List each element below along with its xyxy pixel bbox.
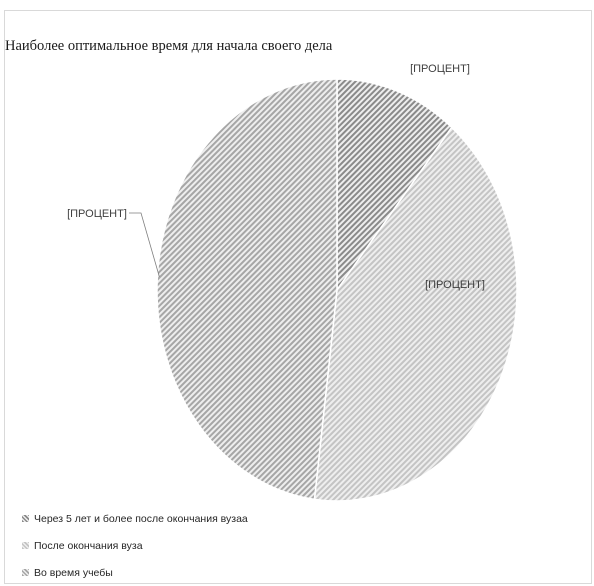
pie-slice	[156, 78, 338, 501]
legend-label: Во время учебы	[34, 566, 113, 579]
legend-label: Через 5 лет и более после окончания вуза…	[34, 512, 248, 525]
pie-slice	[313, 126, 518, 502]
chart-legend: Через 5 лет и более после окончания вуза…	[22, 505, 248, 586]
data-label: [ПРОЦЕНТ]	[410, 63, 470, 75]
legend-swatch	[22, 515, 29, 522]
legend-item: Во время учебы	[22, 559, 248, 586]
data-label: [ПРОЦЕНТ]	[67, 208, 127, 220]
pie-slice	[336, 78, 453, 293]
legend-item: Через 5 лет и более после окончания вуза…	[22, 505, 248, 532]
leader-line	[129, 212, 160, 277]
legend-swatch	[22, 569, 29, 576]
chart-title: Наиболее оптимальное время для начала св…	[5, 38, 333, 54]
data-label: [ПРОЦЕНТ]	[425, 279, 485, 291]
legend-label: После окончания вуза	[34, 539, 143, 552]
legend-item: После окончания вуза	[22, 532, 248, 559]
legend-swatch	[22, 542, 29, 549]
